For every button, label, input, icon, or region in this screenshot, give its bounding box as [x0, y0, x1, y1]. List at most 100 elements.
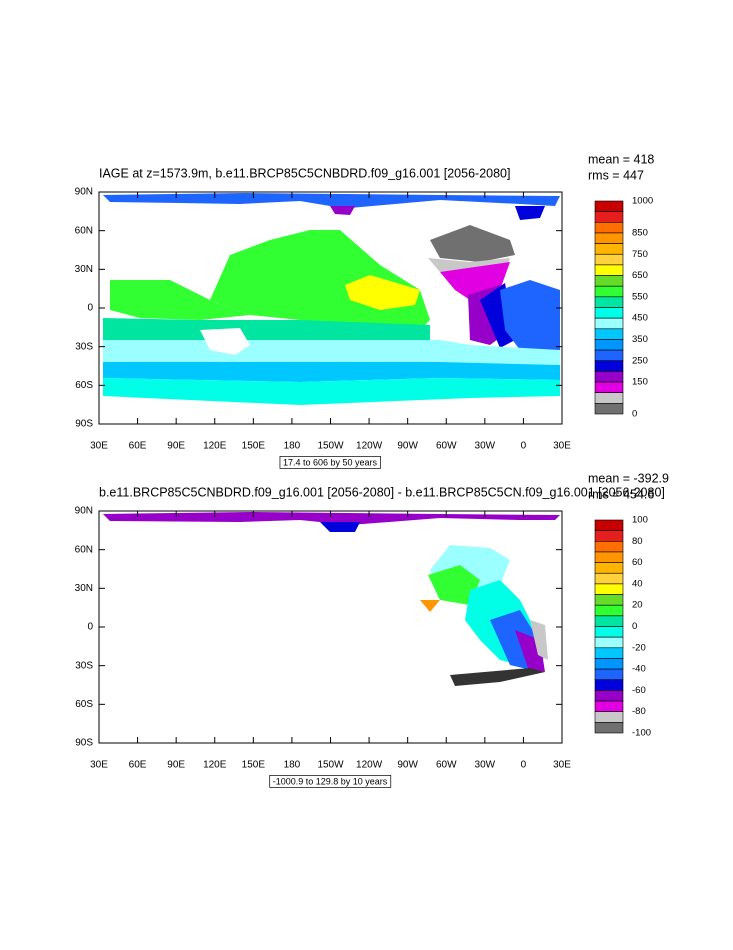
panel-title: IAGE at z=1573.9m, b.e11.BRCP85C5CNBDRD.… — [99, 166, 510, 180]
colorbar-box — [594, 626, 624, 638]
lon-label: 90W — [397, 760, 418, 771]
colorbar-box — [594, 392, 624, 404]
lat-label: 90S — [75, 738, 93, 749]
contour-info: 17.4 to 606 by 50 years — [283, 457, 378, 467]
colorbar-label: 1000 — [632, 196, 653, 207]
lon-label: 90W — [397, 441, 418, 452]
map-field — [103, 193, 560, 405]
lon-label: 120E — [203, 760, 227, 771]
lon-label: 60W — [436, 760, 457, 771]
colorbar-box — [594, 668, 624, 681]
colorbar-box — [594, 264, 624, 276]
colorbar-box — [594, 679, 624, 691]
colorbar-label: 850 — [632, 227, 648, 238]
colorbar-box — [594, 562, 624, 574]
colorbar-label: -20 — [632, 642, 646, 653]
mean-stat: mean = -392.9 — [588, 471, 669, 485]
colorbar-label: -80 — [632, 706, 646, 717]
lat-label: 30N — [75, 583, 93, 594]
lon-label: 120E — [203, 441, 227, 452]
colorbar-box — [594, 540, 624, 553]
colorbar-box — [594, 615, 624, 627]
colorbar-box — [594, 647, 624, 659]
rms-stat: rms = 454.6 — [588, 487, 654, 501]
lon-label: 60W — [436, 441, 457, 452]
colorbar-box — [594, 253, 624, 266]
colorbar-box — [594, 371, 624, 383]
lon-label: 150E — [242, 441, 266, 452]
colorbar-label: 80 — [632, 536, 643, 547]
lon-label: 150W — [317, 760, 344, 771]
colorbar-box — [594, 285, 624, 298]
lon-label: 30W — [475, 441, 496, 452]
panel-title: b.e11.BRCP85C5CNBDRD.f09_g16.001 [2056-2… — [99, 485, 665, 499]
colorbar-label: 100 — [632, 515, 648, 526]
colorbar-box — [594, 530, 624, 542]
colorbar-box — [594, 583, 624, 595]
lat-label: 60N — [75, 544, 93, 555]
lat-label: 60S — [75, 380, 93, 391]
lat-label: 0 — [87, 303, 93, 314]
colorbar-box — [594, 700, 624, 712]
colorbar-box — [594, 296, 624, 308]
lat-label: 60N — [75, 225, 93, 236]
colorbar-box — [594, 360, 624, 372]
colorbar-box — [594, 200, 624, 212]
lon-label: 30E — [553, 441, 571, 452]
colorbar-label: 450 — [632, 313, 648, 324]
colorbar-box — [594, 636, 624, 649]
colorbar-label: 150 — [632, 377, 648, 388]
colorbar-label: 550 — [632, 291, 648, 302]
lon-label: 30W — [475, 760, 496, 771]
colorbar-label: -40 — [632, 664, 646, 675]
colorbar-box — [594, 317, 624, 330]
lon-label: 0 — [521, 760, 527, 771]
colorbar-box — [594, 551, 624, 563]
colorbar-box — [594, 711, 624, 723]
lon-label: 30E — [90, 441, 108, 452]
colorbar-label: 20 — [632, 600, 643, 611]
colorbar-label: 40 — [632, 578, 643, 589]
colorbar-box — [594, 339, 624, 351]
colorbar-box — [594, 594, 624, 606]
lon-label: 120W — [356, 760, 383, 771]
lat-label: 90N — [75, 187, 93, 198]
colorbar-box — [594, 275, 624, 287]
lon-label: 30E — [553, 760, 571, 771]
lon-label: 90E — [167, 441, 185, 452]
colorbar-box — [594, 572, 624, 585]
colorbar-label: 0 — [632, 409, 637, 420]
colorbar-label: 650 — [632, 270, 648, 281]
lat-label: 30N — [75, 264, 93, 275]
lon-label: 150E — [242, 760, 266, 771]
colorbar-box — [594, 307, 624, 319]
colorbar-label: 750 — [632, 249, 648, 260]
colorbar-box — [594, 381, 624, 393]
lon-label: 0 — [521, 441, 527, 452]
lon-label: 120W — [356, 441, 383, 452]
info-box — [269, 775, 392, 788]
colorbar-box — [594, 658, 624, 670]
lat-label: 60S — [75, 699, 93, 710]
lon-label: 30E — [90, 760, 108, 771]
lon-label: 180 — [284, 760, 301, 771]
lat-label: 90N — [75, 506, 93, 517]
colorbar-box — [594, 243, 624, 255]
lon-label: 180 — [284, 441, 301, 452]
colorbar-box — [594, 328, 624, 340]
colorbar-box — [594, 722, 624, 734]
lon-label: 60E — [129, 760, 147, 771]
info-box — [279, 456, 381, 469]
mean-stat: mean = 418 — [588, 152, 654, 166]
colorbar-box — [594, 349, 624, 362]
colorbar-box — [594, 403, 624, 415]
lon-label: 90E — [167, 760, 185, 771]
colorbar-box — [594, 211, 624, 223]
rms-stat: rms = 447 — [588, 168, 644, 182]
colorbar-label: 350 — [632, 334, 648, 345]
colorbar-label: 0 — [632, 621, 637, 632]
lon-label: 150W — [317, 441, 344, 452]
colorbar-box — [594, 690, 624, 702]
lat-label: 30S — [75, 341, 93, 352]
